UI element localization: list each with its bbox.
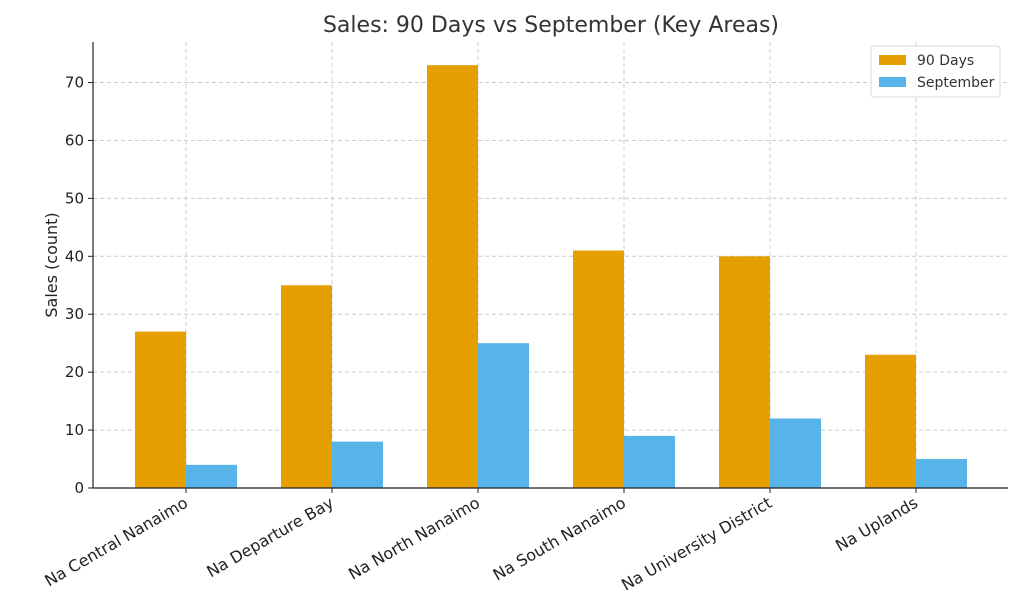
bar-90-days-na-north-nanaimo <box>427 65 478 489</box>
y-tick-label: 30 <box>65 305 84 323</box>
x-tick-label: Na Uplands <box>832 493 921 555</box>
y-tick-label: 20 <box>65 363 84 381</box>
bar-90-days-na-university-district <box>719 256 770 488</box>
y-ticks: 0 10 20 30 40 50 60 70 <box>65 74 93 497</box>
bar-september-na-central-nanaimo <box>186 464 237 488</box>
y-tick-label: 60 <box>65 131 84 149</box>
legend-swatch-september <box>879 77 906 87</box>
bars <box>135 65 967 489</box>
bar-september-na-north-nanaimo <box>478 343 529 488</box>
x-tick-label: Na Departure Bay <box>203 493 337 581</box>
bar-90-days-na-south-nanaimo <box>573 250 624 488</box>
legend: 90 Days September <box>870 45 1001 98</box>
chart-title: Sales: 90 Days vs September (Key Areas) <box>323 13 779 38</box>
y-tick-label: 50 <box>65 189 84 207</box>
axes <box>92 42 1008 489</box>
y-tick-label: 40 <box>65 247 84 265</box>
legend-label-september: September <box>917 75 995 91</box>
bar-90-days-na-departure-bay <box>281 285 332 488</box>
x-tick-label: Na University District <box>618 493 775 595</box>
x-tick-label: Na Central Nanaimo <box>41 493 191 590</box>
bar-september-na-university-district <box>770 418 821 488</box>
x-ticks: Na Central Nanaimo Na Departure Bay Na Nor… <box>41 488 921 595</box>
y-axis-label: Sales (count) <box>42 212 61 317</box>
bar-september-na-departure-bay <box>332 441 383 488</box>
x-tick-label: Na South Nanaimo <box>490 493 629 584</box>
y-tick-label: 0 <box>74 479 84 497</box>
legend-label-90-days: 90 Days <box>917 53 974 69</box>
y-tick-label: 10 <box>65 421 84 439</box>
bar-september-na-uplands <box>916 459 967 488</box>
x-tick-label: Na North Nanaimo <box>345 493 483 584</box>
bar-september-na-south-nanaimo <box>624 435 675 488</box>
y-tick-label: 70 <box>65 74 84 92</box>
bar-90-days-na-uplands <box>865 354 916 488</box>
legend-swatch-90-days <box>879 55 906 65</box>
bar-90-days-na-central-nanaimo <box>135 331 186 488</box>
